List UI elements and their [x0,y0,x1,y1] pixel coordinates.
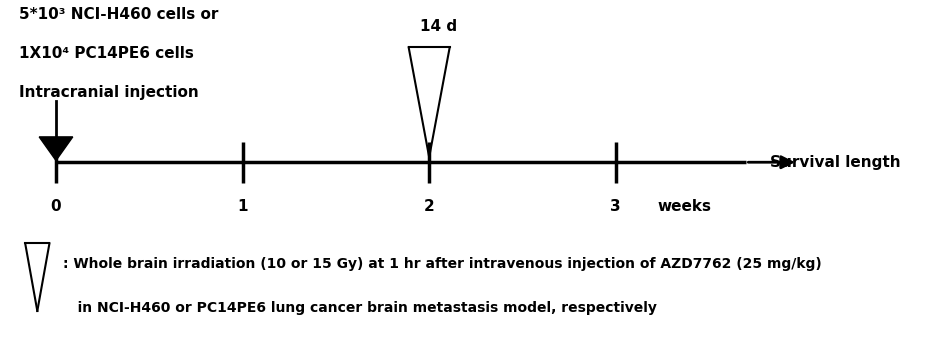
Text: 3: 3 [610,199,621,214]
Text: 14 d: 14 d [420,19,457,34]
Text: : Whole brain irradiation (10 or 15 Gy) at 1 hr after intravenous injection of A: : Whole brain irradiation (10 or 15 Gy) … [63,257,822,271]
Text: weeks: weeks [658,199,712,214]
Text: 0: 0 [50,199,62,214]
Text: in NCI-H460 or PC14PE6 lung cancer brain metastasis model, respectively: in NCI-H460 or PC14PE6 lung cancer brain… [63,300,658,315]
Text: Survival length: Survival length [770,155,900,170]
Polygon shape [39,137,73,161]
Text: 1: 1 [237,199,248,214]
Text: 2: 2 [424,199,435,214]
Text: Intracranial injection: Intracranial injection [19,84,199,99]
Text: 5*10³ NCI-H460 cells or: 5*10³ NCI-H460 cells or [19,7,218,22]
Text: 1X10⁴ PC14PE6 cells: 1X10⁴ PC14PE6 cells [19,46,193,61]
